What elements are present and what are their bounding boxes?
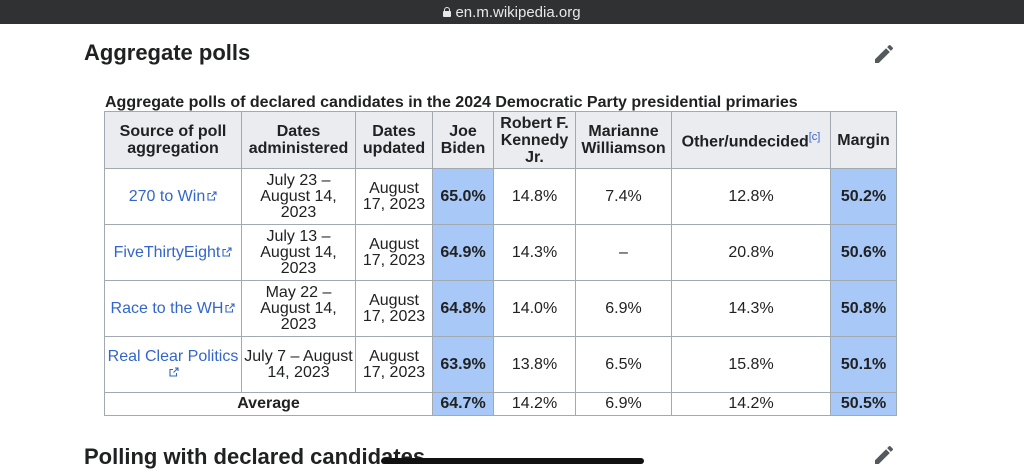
header-dates-updated[interactable]: Dates updated bbox=[355, 111, 433, 169]
biden-cell: 65.0% bbox=[432, 168, 494, 225]
header-williamson[interactable]: Marianne Williamson bbox=[575, 111, 672, 169]
dates-administered-cell: July 23 – August 14, 2023 bbox=[241, 168, 356, 225]
header-source[interactable]: Source of poll aggregation bbox=[104, 111, 242, 169]
average-rfk-cell: 14.2% bbox=[493, 392, 576, 416]
dates-administered-cell: July 13 – August 14, 2023 bbox=[241, 224, 356, 281]
browser-address-bar[interactable]: en.m.wikipedia.org bbox=[0, 0, 1024, 24]
rfk-cell: 13.8% bbox=[493, 336, 576, 393]
footnote-c-link[interactable]: [c] bbox=[808, 131, 821, 144]
pencil-icon[interactable] bbox=[872, 42, 896, 66]
williamson-cell: 7.4% bbox=[575, 168, 672, 225]
biden-cell: 64.8% bbox=[432, 280, 494, 337]
other-cell: 20.8% bbox=[671, 224, 831, 281]
dates-updated-cell: August 17, 2023 bbox=[355, 336, 433, 393]
external-link-icon bbox=[207, 190, 217, 201]
header-rfk[interactable]: Robert F. Kennedy Jr. bbox=[493, 111, 576, 169]
dates-updated-cell: August 17, 2023 bbox=[355, 280, 433, 337]
williamson-cell: – bbox=[575, 224, 672, 281]
average-margin-cell: 50.5% bbox=[830, 392, 897, 416]
williamson-cell: 6.9% bbox=[575, 280, 672, 337]
biden-cell: 63.9% bbox=[432, 336, 494, 393]
home-indicator[interactable] bbox=[381, 458, 644, 464]
lock-icon bbox=[443, 7, 452, 17]
header-dates-administered[interactable]: Dates administered bbox=[241, 111, 356, 169]
url-text: en.m.wikipedia.org bbox=[455, 3, 581, 21]
source-link[interactable]: 270 to Win bbox=[128, 187, 206, 205]
source-cell[interactable]: Race to the WH bbox=[104, 280, 242, 337]
average-biden-cell: 64.7% bbox=[432, 392, 494, 416]
margin-cell: 50.2% bbox=[830, 168, 897, 225]
section-title-polling-declared: Polling with declared candidates bbox=[84, 444, 426, 469]
other-cell: 15.8% bbox=[671, 336, 831, 393]
source-link[interactable]: Real Clear Politics bbox=[107, 347, 239, 365]
other-cell: 14.3% bbox=[671, 280, 831, 337]
rfk-cell: 14.8% bbox=[493, 168, 576, 225]
dates-updated-cell: August 17, 2023 bbox=[355, 224, 433, 281]
biden-cell: 64.9% bbox=[432, 224, 494, 281]
average-williamson-cell: 6.9% bbox=[575, 392, 672, 416]
average-other-cell: 14.2% bbox=[671, 392, 831, 416]
margin-cell: 50.6% bbox=[830, 224, 897, 281]
table-header-row: Source of poll aggregation Dates adminis… bbox=[104, 111, 897, 169]
average-label: Average bbox=[104, 392, 433, 416]
rfk-cell: 14.0% bbox=[493, 280, 576, 337]
aggregate-polls-table: Source of poll aggregation Dates adminis… bbox=[104, 111, 897, 416]
williamson-cell: 6.5% bbox=[575, 336, 672, 393]
section-title-aggregate-polls: Aggregate polls bbox=[84, 40, 251, 65]
dates-administered-cell: July 7 – August 14, 2023 bbox=[241, 336, 356, 393]
header-joe-biden[interactable]: Joe Biden bbox=[432, 111, 494, 169]
dates-administered-cell: May 22 – August 14, 2023 bbox=[241, 280, 356, 337]
other-cell: 12.8% bbox=[671, 168, 831, 225]
margin-cell: 50.8% bbox=[830, 280, 897, 337]
source-cell[interactable]: FiveThirtyEight bbox=[104, 224, 242, 281]
table-row: 270 to Win July 23 – August 14, 2023 Aug… bbox=[104, 168, 897, 225]
source-cell[interactable]: 270 to Win bbox=[104, 168, 242, 225]
external-link-icon bbox=[225, 302, 236, 313]
source-cell[interactable]: Real Clear Politics bbox=[104, 336, 242, 393]
external-link-icon bbox=[222, 246, 232, 257]
url-display[interactable]: en.m.wikipedia.org bbox=[443, 3, 581, 21]
header-other-undecided[interactable]: Other/undecided[c] bbox=[671, 111, 831, 169]
pencil-icon[interactable] bbox=[872, 443, 896, 467]
source-link[interactable]: Race to the WH bbox=[110, 299, 224, 317]
margin-cell: 50.1% bbox=[830, 336, 897, 393]
table-row: Real Clear Politics July 7 – August 14, … bbox=[104, 336, 897, 393]
table-caption: Aggregate polls of declared candidates i… bbox=[105, 94, 798, 111]
source-link[interactable]: FiveThirtyEight bbox=[113, 243, 221, 261]
external-link-icon bbox=[169, 366, 179, 377]
average-row: Average 64.7% 14.2% 6.9% 14.2% 50.5% bbox=[104, 392, 897, 416]
table-row: Race to the WH May 22 – August 14, 2023 … bbox=[104, 280, 897, 337]
header-margin[interactable]: Margin bbox=[830, 111, 897, 169]
header-other-label: Other/undecided bbox=[681, 133, 809, 151]
dates-updated-cell: August 17, 2023 bbox=[355, 168, 433, 225]
table-row: FiveThirtyEight July 13 – August 14, 202… bbox=[104, 224, 897, 281]
rfk-cell: 14.3% bbox=[493, 224, 576, 281]
